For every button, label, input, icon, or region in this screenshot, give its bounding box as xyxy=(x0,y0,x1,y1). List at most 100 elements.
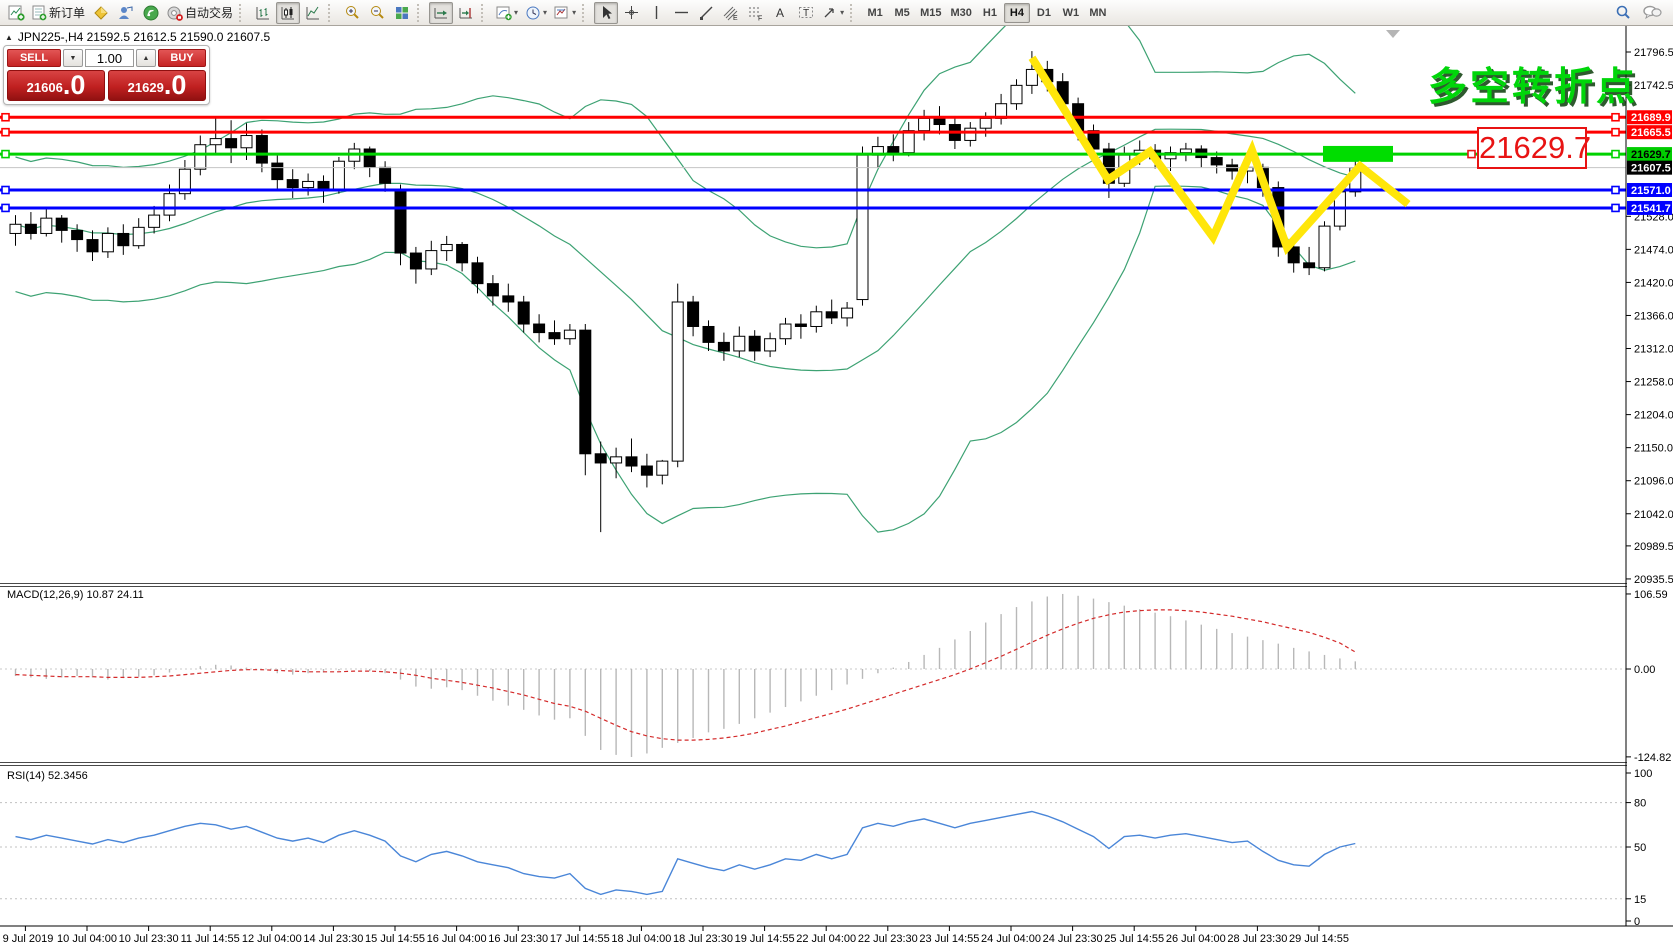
buy-price-button[interactable]: 21629 .0 xyxy=(108,70,206,101)
indicators-button[interactable]: ▾ xyxy=(493,2,521,24)
scroll-marker-icon xyxy=(1386,30,1400,38)
macd-histogram xyxy=(14,593,1357,757)
tf-w1-button[interactable]: W1 xyxy=(1058,3,1084,23)
vline-tool-button[interactable] xyxy=(644,2,668,24)
svg-text:9 Jul 2019: 9 Jul 2019 xyxy=(3,933,54,945)
svg-text:16 Jul 04:00: 16 Jul 04:00 xyxy=(427,933,487,945)
svg-text:20989.5: 20989.5 xyxy=(1634,541,1673,553)
toolbar-grip xyxy=(239,3,246,22)
chart-shift-button[interactable] xyxy=(454,2,478,24)
metaeditor-button[interactable] xyxy=(89,2,113,24)
collapse-triangle-icon: ▲ xyxy=(5,32,13,42)
chinese-annotation: 多空转折点 xyxy=(1428,66,1639,109)
search-button[interactable] xyxy=(1611,2,1635,24)
vertical-line-icon xyxy=(655,6,657,19)
new-chart-button[interactable] xyxy=(4,2,28,24)
svg-text:26 Jul 04:00: 26 Jul 04:00 xyxy=(1166,933,1226,945)
svg-text:A: A xyxy=(776,6,784,20)
templates-button[interactable]: ▾ xyxy=(551,2,579,24)
macd-signal-line xyxy=(15,609,1356,741)
shapes-tool-button[interactable]: ▾ xyxy=(819,2,847,24)
svg-text:28 Jul 23:30: 28 Jul 23:30 xyxy=(1227,933,1287,945)
volume-input[interactable]: 1.00 xyxy=(85,49,134,67)
text-label-icon: T xyxy=(799,7,814,19)
autotrading-button[interactable]: 自动交易 xyxy=(164,2,236,24)
zoom-out-button[interactable] xyxy=(365,2,389,24)
candle-chart-button[interactable] xyxy=(276,1,301,24)
svg-text:21742.5: 21742.5 xyxy=(1634,80,1673,92)
signal-icon xyxy=(143,5,159,20)
svg-text:21541.7: 21541.7 xyxy=(1631,203,1671,215)
algo-trading-button[interactable] xyxy=(114,2,138,24)
volume-increase-button[interactable]: ▲ xyxy=(136,49,156,67)
svg-text:15 Jul 14:55: 15 Jul 14:55 xyxy=(365,933,425,945)
tf-mn-button[interactable]: MN xyxy=(1085,3,1111,23)
autotrading-label: 自动交易 xyxy=(185,6,234,20)
svg-text:F: F xyxy=(758,15,762,21)
arrows-shape-icon xyxy=(824,8,834,18)
buy-button[interactable]: BUY xyxy=(158,49,206,67)
svg-text:24 Jul 04:00: 24 Jul 04:00 xyxy=(981,933,1041,945)
toolbar: 新订单 自动交易 ▾ ▾ ▾ E F A T ▾ M1 M5 M15 xyxy=(0,0,1673,26)
text-tool-button[interactable]: A xyxy=(769,2,793,24)
green-highlight-box xyxy=(1323,145,1393,162)
signals-button[interactable] xyxy=(139,2,163,24)
toolbar-grip xyxy=(582,3,589,22)
dropdown-caret-icon: ▾ xyxy=(514,8,519,17)
candle-chart-icon xyxy=(281,6,295,19)
tf-m30-button[interactable]: M30 xyxy=(947,3,976,23)
svg-text:0: 0 xyxy=(1634,916,1640,928)
zigzag-annotation xyxy=(1028,55,1411,256)
tf-m5-button[interactable]: M5 xyxy=(889,3,915,23)
toolbar-grip xyxy=(328,3,335,22)
line-chart-button[interactable] xyxy=(301,2,325,24)
toolbar-grip xyxy=(417,3,424,22)
auto-scroll-button[interactable] xyxy=(429,1,454,24)
person-chart-icon xyxy=(119,5,133,19)
hline-tool-button[interactable] xyxy=(669,2,693,24)
rsi-line xyxy=(15,810,1356,896)
label-tool-button[interactable]: T xyxy=(794,2,818,24)
svg-text:19 Jul 14:55: 19 Jul 14:55 xyxy=(735,933,795,945)
tile-windows-button[interactable] xyxy=(390,2,414,24)
tf-h4-button[interactable]: H4 xyxy=(1003,2,1030,23)
svg-text:100: 100 xyxy=(1634,768,1652,780)
new-order-button[interactable]: 新订单 xyxy=(29,2,88,24)
svg-text:21150.0: 21150.0 xyxy=(1634,443,1673,455)
indicators-icon xyxy=(496,6,512,20)
tf-m15-button[interactable]: M15 xyxy=(916,3,945,23)
svg-text:18 Jul 23:30: 18 Jul 23:30 xyxy=(673,933,733,945)
svg-text:12 Jul 04:00: 12 Jul 04:00 xyxy=(242,933,302,945)
periods-button[interactable]: ▾ xyxy=(522,2,550,24)
sell-button[interactable]: SELL xyxy=(7,49,61,67)
trendline-icon xyxy=(699,6,713,20)
svg-text:10 Jul 23:30: 10 Jul 23:30 xyxy=(119,933,179,945)
bar-chart-icon xyxy=(256,6,270,19)
svg-text:23 Jul 14:55: 23 Jul 14:55 xyxy=(919,933,979,945)
cursor-tool-button[interactable] xyxy=(594,1,619,24)
new-chart-icon xyxy=(8,5,25,21)
bar-chart-button[interactable] xyxy=(251,2,275,24)
trendline-tool-button[interactable] xyxy=(694,2,718,24)
svg-text:21204.0: 21204.0 xyxy=(1634,410,1673,422)
price-callout-box[interactable]: 21629.7 xyxy=(1477,127,1591,169)
zoom-in-button[interactable] xyxy=(340,2,364,24)
tf-h1-button[interactable]: H1 xyxy=(977,3,1003,23)
sell-price-button[interactable]: 21606 .0 xyxy=(7,70,105,101)
volume-decrease-button[interactable]: ▼ xyxy=(63,49,83,67)
svg-text:21665.5: 21665.5 xyxy=(1631,127,1671,139)
svg-text:24 Jul 23:30: 24 Jul 23:30 xyxy=(1043,933,1103,945)
horizontal-line-icon xyxy=(674,11,688,14)
svg-text:21629.7: 21629.7 xyxy=(1631,149,1671,161)
tf-m1-button[interactable]: M1 xyxy=(862,3,888,23)
chat-button[interactable] xyxy=(1639,2,1665,24)
svg-text:0.00: 0.00 xyxy=(1634,664,1655,676)
channel-tool-button[interactable]: E xyxy=(719,2,743,24)
tf-d1-button[interactable]: D1 xyxy=(1031,3,1057,23)
crosshair-tool-button[interactable] xyxy=(619,2,643,24)
svg-text:80: 80 xyxy=(1634,798,1646,810)
fibonacci-tool-button[interactable]: F xyxy=(744,2,768,24)
svg-text:20935.5: 20935.5 xyxy=(1634,574,1673,586)
price-chart-svg[interactable]: 21796.521742.521528.021474.021420.021366… xyxy=(0,26,1673,950)
gold-diamond-icon xyxy=(94,5,108,20)
